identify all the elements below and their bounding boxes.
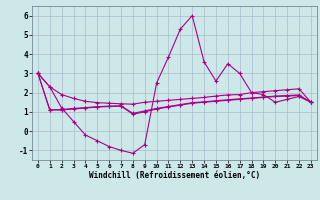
- X-axis label: Windchill (Refroidissement éolien,°C): Windchill (Refroidissement éolien,°C): [89, 171, 260, 180]
